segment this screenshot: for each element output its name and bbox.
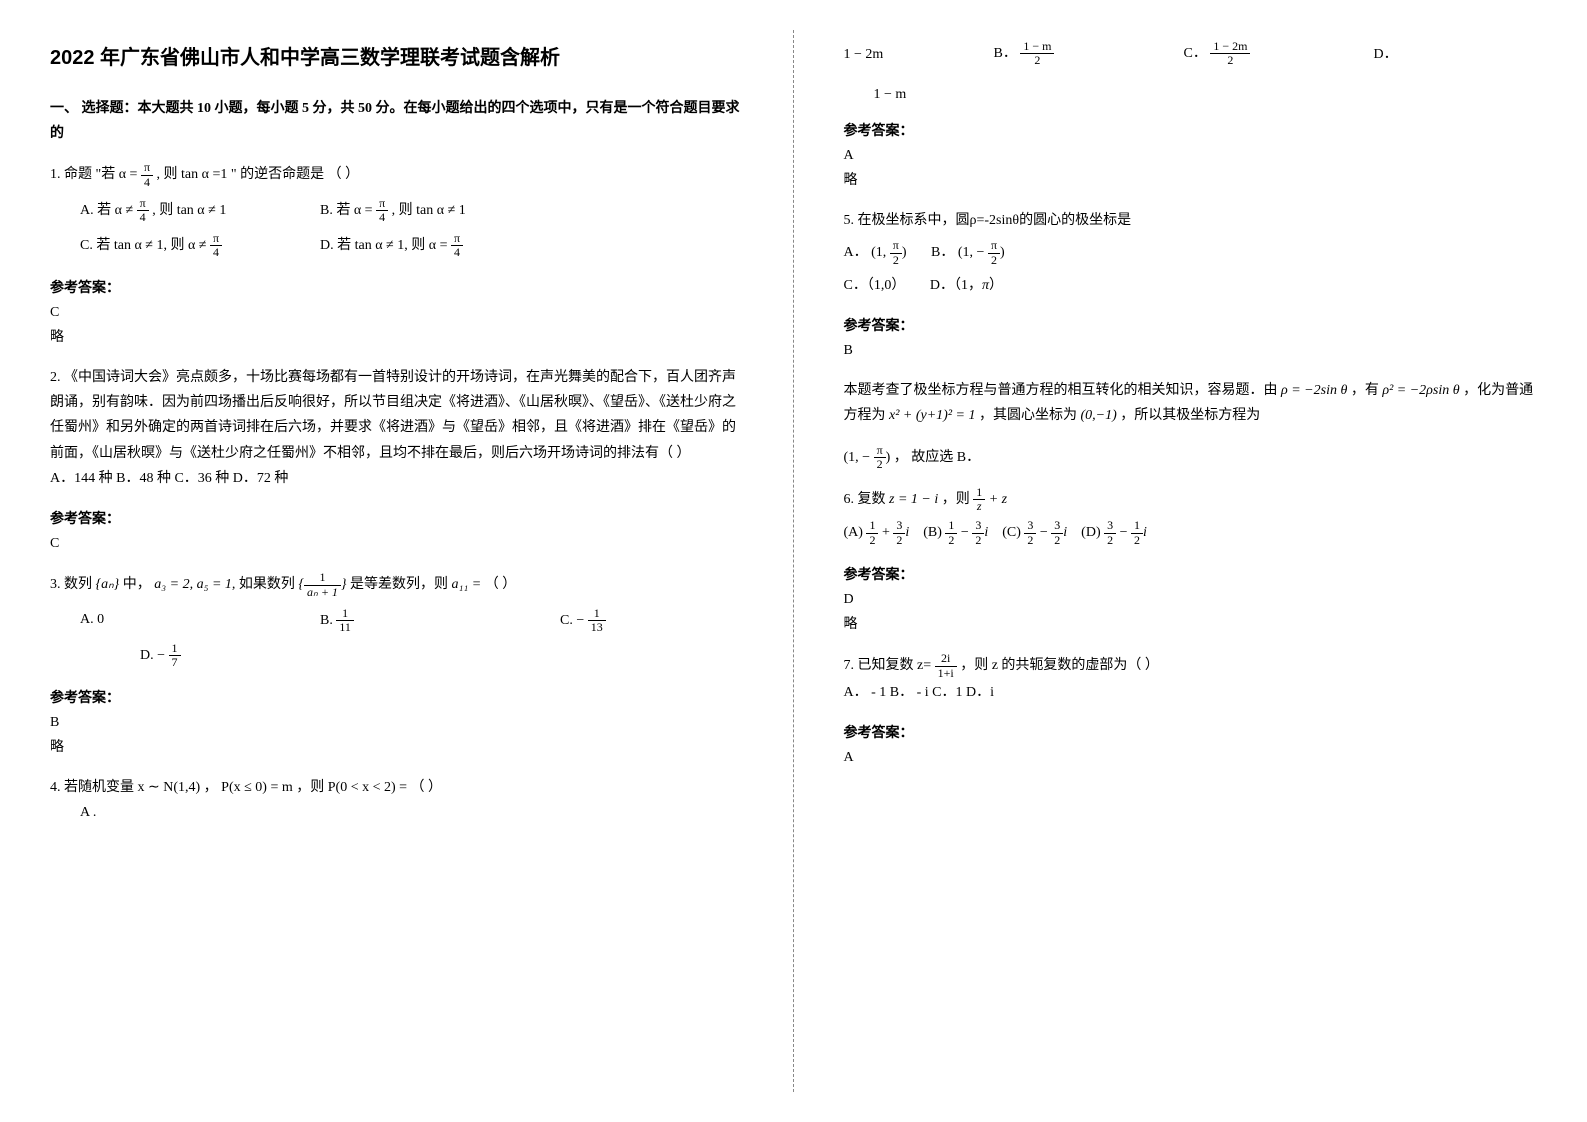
q4-opt-a-label: A .: [80, 800, 744, 825]
q1-ans-label: 参考答案：: [50, 275, 744, 300]
q1-opt-d: D. 若 tan α ≠ 1, 则 α = π4: [320, 232, 520, 259]
q3-options-row1: A. 0 B. 111 C. − 113: [80, 607, 744, 634]
q2-stem: 2. 《中国诗词大会》亮点颇多，十场比赛每场都有一首特别设计的开场诗词，在声光舞…: [50, 365, 744, 466]
q7-options: A． - 1 B． - i C．1 D．i: [844, 680, 1538, 705]
q1-opt-c: C. 若 tan α ≠ 1, 则 α ≠ π4: [80, 232, 280, 259]
q4-opt-c: C． 1 − 2m2: [1184, 40, 1344, 67]
q3-ans-label: 参考答案：: [50, 685, 744, 710]
q2-ans-label: 参考答案：: [50, 506, 744, 531]
q6-ans-label: 参考答案：: [844, 562, 1538, 587]
q4-ans-label: 参考答案：: [844, 118, 1538, 143]
q6-brief: 略: [844, 612, 1538, 637]
q3-opt-b: B. 111: [320, 607, 520, 634]
q3-stem: 3. 数列 {aₙ} 中， a₃ = 2, a₅ = 1, 如果数列 {1aₙ …: [50, 571, 744, 598]
q6-options: (A) 12 + 32i (B) 12 − 32i (C) 32 − 32i (…: [844, 519, 1538, 546]
q5-opts-cd: C．（1,0） D．（1，π）: [844, 273, 1538, 298]
q3-brief: 略: [50, 735, 744, 760]
q7-answer: A: [844, 745, 1538, 770]
q1-brief: 略: [50, 325, 744, 350]
q1-opt-b: B. 若 α = π4 , 则 tan α ≠ 1: [320, 197, 520, 224]
q4-top-options: 1 − 2m B． 1 − m2 C． 1 − 2m2 D．: [844, 40, 1538, 67]
question-5: 5. 在极坐标系中，圆ρ=-2sinθ的圆心的极坐标是 A． (1, π2) B…: [844, 208, 1538, 298]
q4-opt-d: 1 − m: [874, 82, 1538, 107]
right-column: 1 − 2m B． 1 − m2 C． 1 − 2m2 D． 1 − m 参考答…: [794, 0, 1587, 1122]
q4-answer: A: [844, 143, 1538, 168]
left-column: 2022 年广东省佛山市人和中学高三数学理联考试题含解析 一、 选择题：本大题共…: [0, 0, 794, 1122]
question-2: 2. 《中国诗词大会》亮点颇多，十场比赛每场都有一首特别设计的开场诗词，在声光舞…: [50, 365, 744, 491]
q2-options: A．144 种 B．48 种 C．36 种 D．72 种: [50, 466, 744, 491]
q1-options-row1: A. 若 α ≠ π4 , 则 tan α ≠ 1 B. 若 α = π4 , …: [80, 197, 744, 224]
q5-opts-ab: A． (1, π2) B． (1, − π2): [844, 239, 1538, 266]
q4-opt-a: 1 − 2m: [844, 42, 964, 67]
q7-stem: 7. 已知复数 z= 2i1+i ，则 z 的共轭复数的虚部为（ ）: [844, 652, 1538, 679]
question-7: 7. 已知复数 z= 2i1+i ，则 z 的共轭复数的虚部为（ ） A． - …: [844, 652, 1538, 705]
q3-opt-a: A. 0: [80, 607, 280, 634]
question-6: 6. 复数 z = 1 − i ，则 1z + z (A) 12 + 32i (…: [844, 486, 1538, 547]
page-title: 2022 年广东省佛山市人和中学高三数学理联考试题含解析: [50, 40, 744, 76]
q6-stem: 6. 复数 z = 1 − i ，则 1z + z: [844, 486, 1538, 513]
q3-answer: B: [50, 710, 744, 735]
q1-stem: 1. 命题 "若 α = π4 , 则 tan α =1 " 的逆否命题是 （ …: [50, 161, 744, 188]
question-4: 4. 若随机变量 x ∼ N(1,4) ， P(x ≤ 0) = m ，则 P(…: [50, 775, 744, 825]
q5-stem: 5. 在极坐标系中，圆ρ=-2sinθ的圆心的极坐标是: [844, 208, 1538, 233]
q4-brief: 略: [844, 168, 1538, 193]
q5-explanation: 本题考查了极坐标方程与普通方程的相互转化的相关知识，容易题．由 ρ = −2si…: [844, 378, 1538, 428]
q5-ans-label: 参考答案：: [844, 313, 1538, 338]
q1-answer: C: [50, 300, 744, 325]
q7-ans-label: 参考答案：: [844, 720, 1538, 745]
q1-opt-a: A. 若 α ≠ π4 , 则 tan α ≠ 1: [80, 197, 280, 224]
question-1: 1. 命题 "若 α = π4 , 则 tan α =1 " 的逆否命题是 （ …: [50, 161, 744, 259]
q3-options-row2: D. − 17: [80, 642, 744, 669]
q4-stem: 4. 若随机变量 x ∼ N(1,4) ， P(x ≤ 0) = m ，则 P(…: [50, 775, 744, 800]
q4-opt-b: B． 1 − m2: [994, 40, 1154, 67]
question-3: 3. 数列 {aₙ} 中， a₃ = 2, a₅ = 1, 如果数列 {1aₙ …: [50, 571, 744, 669]
q5-explanation-2: (1, − π2) ， 故应选 B．: [844, 444, 1538, 471]
q3-opt-d: D. − 17: [140, 642, 340, 669]
q3-opt-c: C. − 113: [560, 607, 760, 634]
frac-pi-4: π4: [141, 161, 153, 188]
q2-answer: C: [50, 531, 744, 556]
section-1-header: 一、 选择题：本大题共 10 小题，每小题 5 分，共 50 分。在每小题给出的…: [50, 96, 744, 146]
q4-opt-d-label: D．: [1374, 42, 1398, 67]
q1-options-row2: C. 若 tan α ≠ 1, 则 α ≠ π4 D. 若 tan α ≠ 1,…: [80, 232, 744, 259]
q5-answer: B: [844, 338, 1538, 363]
q6-answer: D: [844, 587, 1538, 612]
